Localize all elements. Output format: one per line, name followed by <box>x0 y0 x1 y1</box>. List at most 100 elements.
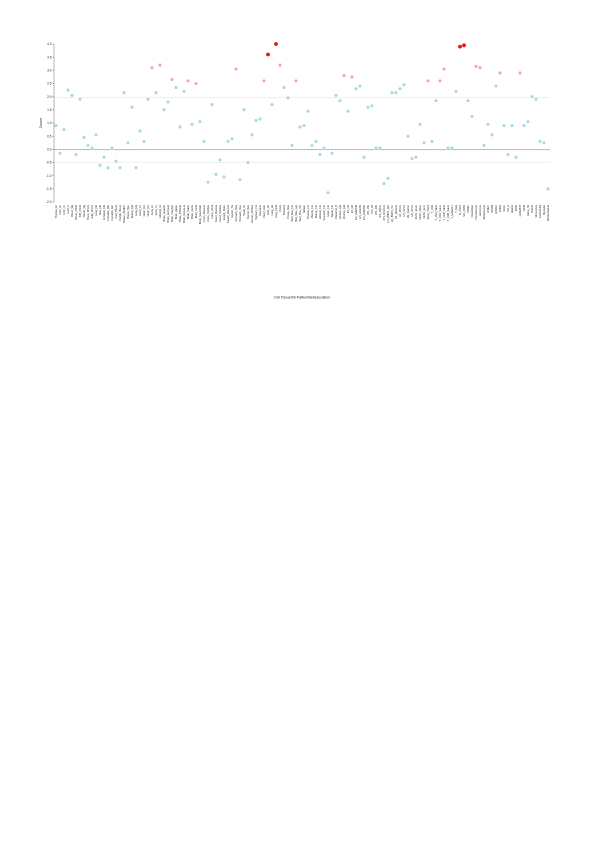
category-label: T_CD4_Naive <box>438 204 442 221</box>
data-point <box>186 79 190 83</box>
category-label: Myotube <box>542 204 546 215</box>
data-point <box>422 141 426 145</box>
category-label: Heart_LV <box>138 205 142 216</box>
category-label: Brain_Angular <box>162 205 166 222</box>
data-point <box>134 166 138 170</box>
data-point <box>282 85 286 89</box>
category-label: Lung_Ad <box>270 204 274 215</box>
data-point <box>78 97 82 101</box>
data-point <box>318 153 322 157</box>
data-point <box>514 155 518 159</box>
data-point <box>138 129 142 133</box>
data-point <box>82 135 86 140</box>
category-label: Stomach_Muc <box>238 204 242 221</box>
category-label: Chorion_Epi <box>342 205 346 220</box>
category-label: HUVEC <box>494 205 498 214</box>
category-label: Osteoblast <box>470 205 474 218</box>
data-point <box>410 157 414 161</box>
data-point <box>222 175 226 179</box>
data-point <box>58 151 62 155</box>
data-point <box>486 122 490 126</box>
data-point <box>542 141 546 145</box>
category-label: Esoph_Musc <box>222 204 226 220</box>
category-label: Dnd41 <box>530 204 534 212</box>
category-label: NK_CD56 <box>462 204 466 216</box>
category-label: iPS_20b <box>374 204 378 214</box>
category-label: NHEK <box>498 205 502 212</box>
data-point <box>126 141 130 145</box>
data-point <box>454 89 458 93</box>
y-axis: 4.0 3.5 3.0 2.5 2.0 1.5 1.0 0.5 0.0 -0.5 -1.0 -1.5 -… <box>46 42 55 204</box>
category-label: Heart_RA <box>142 205 146 217</box>
data-point <box>102 155 106 159</box>
data-point <box>350 75 354 79</box>
y-tick-label: -0.5 <box>46 161 52 165</box>
data-point <box>418 122 422 126</box>
data-point <box>494 84 498 88</box>
category-label: H1_NPCs <box>402 204 406 216</box>
category-label: Lung_Epi <box>134 205 138 216</box>
data-point <box>518 71 522 75</box>
category-label: T_CD3 <box>430 204 434 213</box>
category-label: HeLa_S3 <box>526 204 530 215</box>
category-label: Adrenal_Fet <box>318 205 322 219</box>
category-label: Endothelial <box>538 205 542 218</box>
category-labels: Thymus_Ht HSC_Ht HSC_Ct Liver_F Blood_Mg Bloo… <box>54 204 550 224</box>
data-point <box>390 91 394 95</box>
category-label: H1_BMP4_Tro <box>390 204 394 222</box>
category-label: Thymus_Fet <box>306 205 310 220</box>
data-point <box>130 105 134 109</box>
data-point <box>374 146 378 150</box>
data-point <box>458 44 462 49</box>
category-label: Brain_Subst <box>186 205 190 219</box>
y-tick-label: 2.0 <box>47 95 52 99</box>
category-label: Pancreas <box>258 204 262 216</box>
category-label: Gastric_Tis <box>230 204 234 218</box>
category-label: HSMM <box>490 205 494 213</box>
category-label: Stomach_Mus <box>234 204 238 221</box>
y-tick-label: 3.0 <box>47 68 52 72</box>
category-label: Esoph_Mucosa <box>226 204 230 222</box>
data-point <box>426 79 430 83</box>
category-label: iPS_DF6.9 <box>378 204 382 217</box>
category-label: Thymus_Ht <box>54 205 58 219</box>
category-label: Breast_vHMEC <box>122 205 126 223</box>
category-label: H1_Mesend <box>394 204 398 219</box>
category-label: Foreskin_Ker <box>110 205 114 221</box>
data-point <box>438 79 442 83</box>
category-label: Astrocyte <box>478 204 482 215</box>
data-point <box>174 85 178 89</box>
category-label: Amnion_Epi <box>338 205 342 219</box>
data-point <box>406 134 410 138</box>
data-point <box>334 93 338 97</box>
category-label: Skin_Fib <box>98 204 102 215</box>
y-tick-label: 0.5 <box>47 134 52 138</box>
category-label: Keratinocyte <box>482 204 486 219</box>
category-label: Brain_AntCaud <box>166 204 170 222</box>
data-point <box>358 84 362 88</box>
category-label: Brain_Hippo <box>174 204 178 219</box>
category-label: Foreskin_Fib <box>102 204 106 220</box>
data-point <box>530 95 534 99</box>
data-point <box>446 146 450 150</box>
data-point <box>234 67 238 71</box>
category-label: Small_Int <box>242 205 246 216</box>
data-point <box>274 42 278 46</box>
y-tick-label: 2.5 <box>47 82 52 86</box>
data-point <box>190 122 194 126</box>
category-label: T_Helper17 <box>450 204 454 218</box>
category-label: Muscle_Fet <box>310 205 314 219</box>
data-point <box>546 187 550 191</box>
y-tick-label: 1.5 <box>47 108 52 112</box>
data-point <box>110 146 114 150</box>
category-label: Sigmoid_Col <box>254 205 258 220</box>
category-label: iPS_18 <box>370 204 374 213</box>
data-point <box>322 146 326 150</box>
data-point <box>394 91 398 95</box>
data-point <box>298 125 302 129</box>
category-label: T_CD8_Mem <box>442 205 446 220</box>
category-label: ES_HUES6 <box>358 204 362 218</box>
category-label: NH_A <box>506 205 510 212</box>
category-label: GM12878 <box>518 204 522 216</box>
